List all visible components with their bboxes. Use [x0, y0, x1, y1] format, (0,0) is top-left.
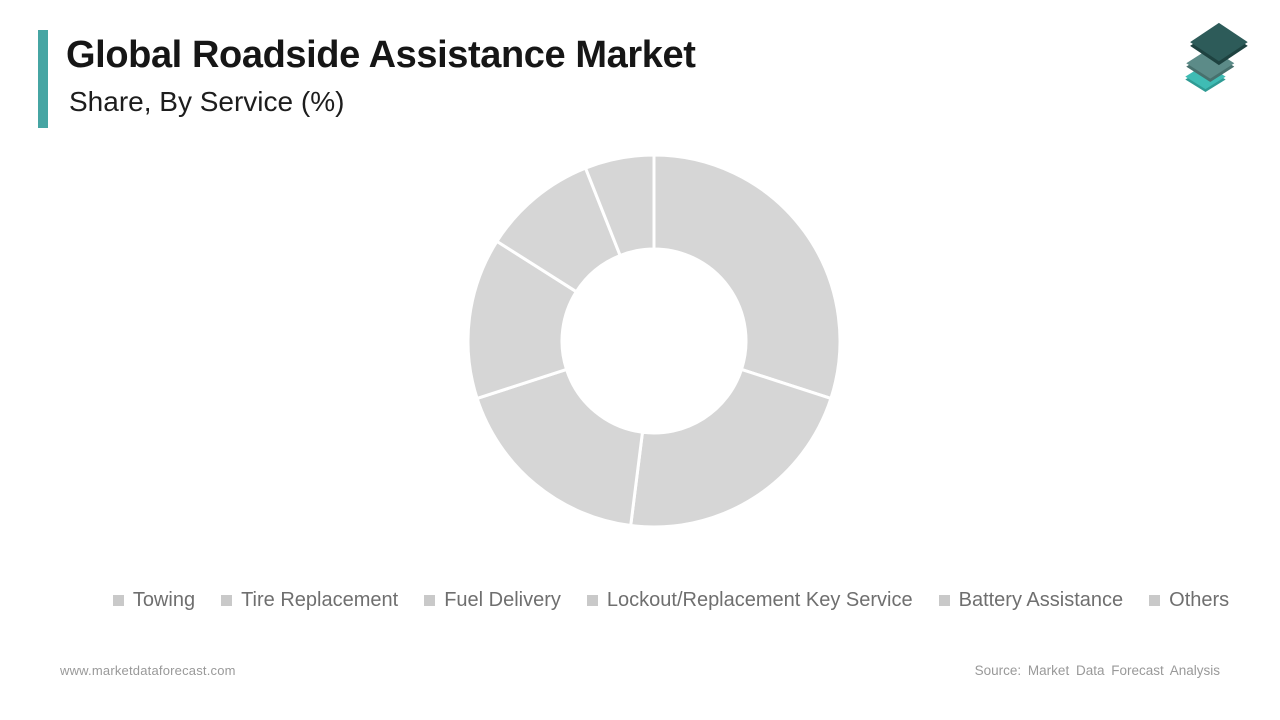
- donut-segment-towing: [652, 153, 842, 400]
- chart-legend: Towing Tire Replacement Fuel Delivery Locko…: [0, 589, 1280, 612]
- legend-label: Battery Assistance: [958, 589, 1124, 611]
- legend-item-towing: Towing: [112, 589, 196, 612]
- title-accent-bar: [38, 30, 48, 128]
- legend-label: Tire Replacement: [241, 589, 399, 611]
- legend-label: Towing: [132, 589, 196, 611]
- page-title: Global Roadside Assistance Market: [66, 34, 696, 76]
- legend-marker-icon: [112, 595, 124, 606]
- legend-item-tire-replacement: Tire Replacement: [221, 589, 398, 612]
- legend-label: Fuel Delivery: [444, 589, 561, 611]
- page-subtitle: Share, By Service (%): [69, 86, 345, 117]
- legend-marker-icon: [938, 595, 950, 606]
- legend-marker-icon: [221, 595, 233, 606]
- market-data-forecast-logo-icon: [1185, 22, 1248, 93]
- website-url[interactable]: www.marketdataforecast.com: [60, 663, 236, 678]
- donut-segment-others: [584, 153, 656, 257]
- legend-marker-icon: [424, 595, 436, 606]
- legend-marker-icon: [1149, 595, 1161, 606]
- donut-chart: [466, 153, 842, 529]
- legend-item-others: Others: [1149, 589, 1229, 612]
- donut-segment-fuel-delivery: [475, 367, 644, 528]
- source-note: Source: Market Data Forecast Analysis: [974, 663, 1220, 678]
- legend-label: Lockout/Replacement Key Service: [606, 589, 913, 611]
- legend-marker-icon: [586, 595, 598, 606]
- legend-item-fuel-delivery: Fuel Delivery: [424, 589, 561, 612]
- legend-label: Others: [1169, 589, 1230, 611]
- legend-item-battery-assistance: Battery Assistance: [938, 589, 1124, 612]
- donut-segment-tire-replacement: [629, 367, 833, 529]
- legend-item-lockout-replacement-key-service: Lockout/Replacement Key Service: [586, 589, 913, 612]
